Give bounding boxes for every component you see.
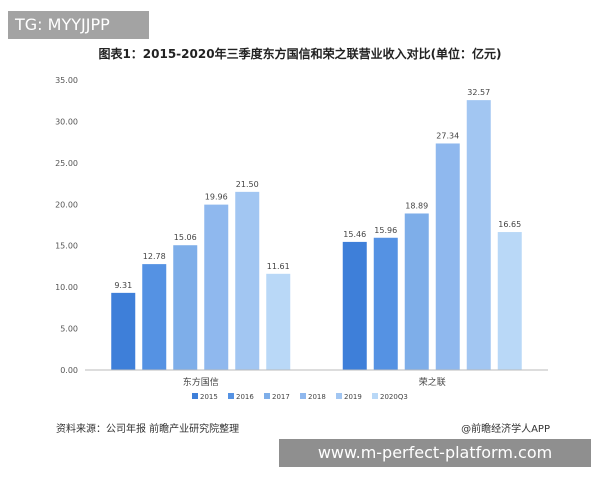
y-tick-label: 30.00 [55,117,78,126]
bar-value-label: 21.50 [236,180,259,189]
bar-value-label: 9.31 [114,281,132,290]
bar [497,232,522,370]
bar-value-label: 15.46 [343,230,366,239]
bar [342,241,367,370]
legend-swatch [372,393,378,399]
bar-value-label: 16.65 [498,220,521,229]
legend-label: 2017 [272,393,290,401]
legend-swatch [228,393,234,399]
legend-label: 2016 [236,393,254,401]
y-tick-label: 0.00 [60,366,78,375]
y-tick-label: 10.00 [55,283,78,292]
legend-label: 2019 [344,393,362,401]
legend-swatch [336,393,342,399]
bar-value-label: 27.34 [436,131,459,140]
category-label: 东方国信 [183,376,219,388]
y-tick-label: 35.00 [55,76,78,85]
bar [266,273,291,370]
bar [435,143,460,370]
overlay-tag: TG: MYYJJPP [8,11,149,39]
bar [204,204,229,370]
x-axis: 东方国信 荣之联 [85,369,548,388]
value-labels-group: 9.31 12.78 15.06 19.96 21.50 11.61 15.46 15.96 1… [114,88,521,290]
legend-label: 2015 [200,393,218,401]
bar-value-label: 15.06 [174,233,197,242]
bar-value-label: 15.96 [374,226,397,235]
legend-swatch [192,393,198,399]
legend-swatch [264,393,270,399]
legend: 2015 2016 2017 2018 2019 2020Q3 [192,393,408,401]
bar [142,264,167,370]
bar [373,237,398,370]
bar [404,213,429,370]
bars-group [111,100,522,371]
y-tick-label: 15.00 [55,242,78,251]
bar-value-label: 12.78 [143,252,166,261]
url-banner: www.m-perfect-platform.com [279,439,591,467]
y-tick-label: 20.00 [55,200,78,209]
bar-value-label: 11.61 [267,262,290,271]
bar-value-label: 18.89 [405,201,428,210]
source-note: 资料来源：公司年报 前瞻产业研究院整理 [56,424,240,435]
category-label: 荣之联 [419,376,446,388]
bar-value-label: 32.57 [467,88,490,97]
legend-label: 2020Q3 [380,393,408,401]
chart-title: 图表1：2015-2020年三季度东方国信和荣之联营业收入对比(单位：亿元) [98,47,502,61]
y-axis: 0.00 5.00 10.00 15.00 20.00 25.00 30.00 35.00 [55,76,78,375]
bar [235,191,260,370]
legend-swatch [300,393,306,399]
bar [466,100,491,371]
bar [173,245,198,370]
y-tick-label: 5.00 [60,325,78,334]
y-tick-label: 25.00 [55,159,78,168]
bar [111,292,136,370]
brand-credit: @前瞻经济学人APP [461,424,550,435]
legend-label: 2018 [308,393,326,401]
bar-value-label: 19.96 [205,193,228,202]
